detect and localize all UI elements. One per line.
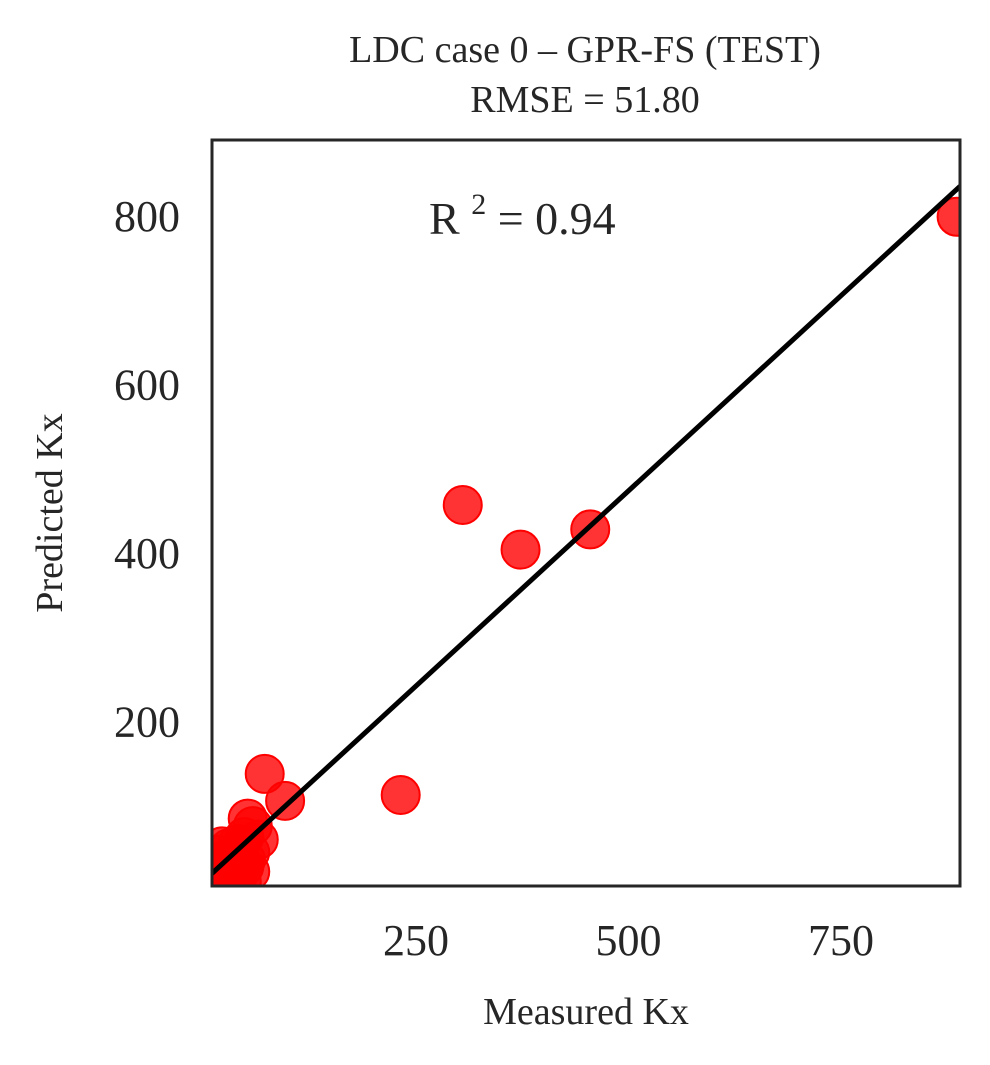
data-point-2 [500, 529, 541, 570]
chart-title: LDC case 0 – GPR-FS (TEST) [349, 29, 821, 71]
fit-line [212, 184, 960, 876]
r2-prefix: R [429, 193, 460, 244]
data-point-5 [936, 196, 960, 237]
r2-value: = 0.94 [498, 193, 616, 244]
plot-frame [210, 138, 962, 888]
x-axis-label: Measured Kx [483, 991, 689, 1033]
y-tick-label-200: 200 [114, 698, 180, 747]
r2-superscript: 2 [471, 188, 486, 221]
plot-area [210, 138, 962, 888]
chart-subtitle: RMSE = 51.80 [470, 79, 699, 121]
data-point-4 [380, 774, 421, 815]
x-tick-label-500: 500 [596, 916, 662, 965]
data-point-6 [244, 753, 285, 794]
data-point-1 [442, 484, 483, 525]
x-axis-ticks: 250 500 750 [383, 916, 874, 965]
r2-annotation: R 2 = 0.94 [429, 173, 616, 244]
y-tick-label-400: 400 [114, 529, 180, 578]
y-tick-label-800: 800 [114, 192, 180, 241]
x-tick-label-250: 250 [383, 916, 449, 965]
points-layer [212, 196, 960, 886]
y-axis-ticks: 200 400 600 800 [114, 192, 180, 747]
data-point-7 [265, 780, 306, 821]
y-axis-label: Predicted Kx [29, 413, 71, 612]
y-tick-label-600: 600 [114, 360, 180, 409]
x-tick-label-750: 750 [808, 916, 874, 965]
